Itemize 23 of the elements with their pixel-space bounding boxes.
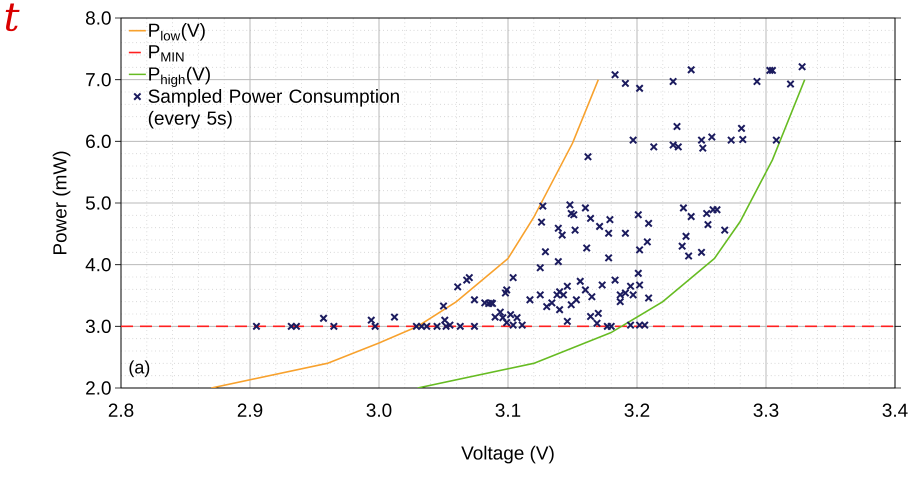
- x-tick-label: 3.4: [882, 404, 908, 417]
- x-tick-label: 2.9: [238, 404, 262, 417]
- text: t: [6, 4, 20, 32]
- legend-label: Sampled Power Consumption (every 5s): [148, 88, 399, 129]
- x-tick-label: 3.3: [754, 404, 778, 417]
- y-tick-label: 2.0: [86, 381, 111, 395]
- annotation: (a): [130, 360, 150, 378]
- x-tick-label: 3.2: [624, 404, 650, 417]
- y-tick-label: 5.0: [86, 196, 111, 210]
- legend-label: P$_{MIN}$: [149, 45, 184, 62]
- legend-label: P$_{high}$(V): [149, 66, 210, 87]
- y-axis-title: Power (mW): [52, 152, 70, 254]
- y-tick-label: 6.0: [86, 134, 111, 148]
- y-tick-label: 7.0: [86, 72, 111, 86]
- x-axis-title: Voltage (V): [461, 446, 554, 464]
- line-series: [416, 78, 806, 388]
- y-tick-label: 8.0: [86, 11, 111, 25]
- x-tick-label: 3.0: [366, 404, 392, 417]
- y-tick-label: 4.0: [86, 258, 111, 272]
- x-tick-label: 2.8: [108, 404, 134, 417]
- x-tick-label: 3.1: [496, 404, 520, 417]
- y-tick-label: 3.0: [86, 320, 111, 334]
- legend-label: P$_{low}$(V): [149, 23, 205, 41]
